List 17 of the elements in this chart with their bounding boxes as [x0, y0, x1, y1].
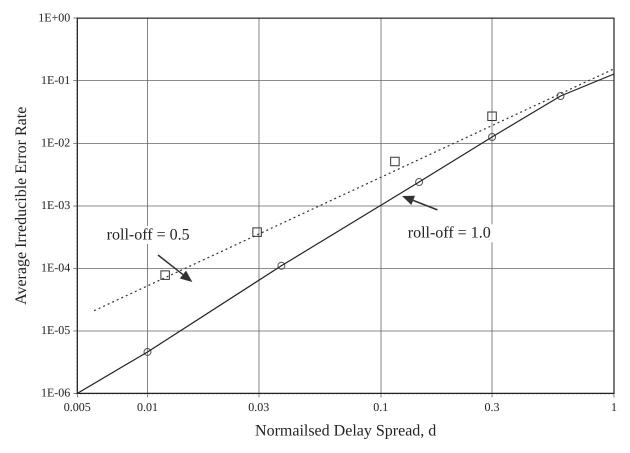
x-tick-label: 0.3	[484, 400, 500, 414]
x-tick-label: 0.03	[248, 400, 270, 414]
y-tick-label: 1E-06	[40, 386, 70, 400]
y-tick-label: 1E-04	[40, 260, 70, 274]
y-tick-label: 1E-05	[40, 323, 70, 338]
y-tick-label: 1E-02	[40, 135, 70, 150]
y-tick-label: 1E-01	[40, 72, 70, 87]
y-tick-label: 1E-03	[40, 198, 70, 212]
annotation: roll-off = 0.5	[106, 226, 190, 244]
y-axis-title: Average Irreducible Error Rate	[12, 106, 30, 305]
x-tick-label: 0.1	[373, 400, 388, 414]
x-tick-label: 1	[611, 400, 617, 414]
x-axis-title: Normailsed Delay Spread, d	[255, 422, 436, 440]
x-tick-label: 0.01	[137, 400, 158, 414]
annotation: roll-off = 1.0	[408, 224, 491, 242]
y-tick-label: 1E+00	[38, 10, 70, 24]
x-tick-label: 0.005	[64, 400, 91, 414]
